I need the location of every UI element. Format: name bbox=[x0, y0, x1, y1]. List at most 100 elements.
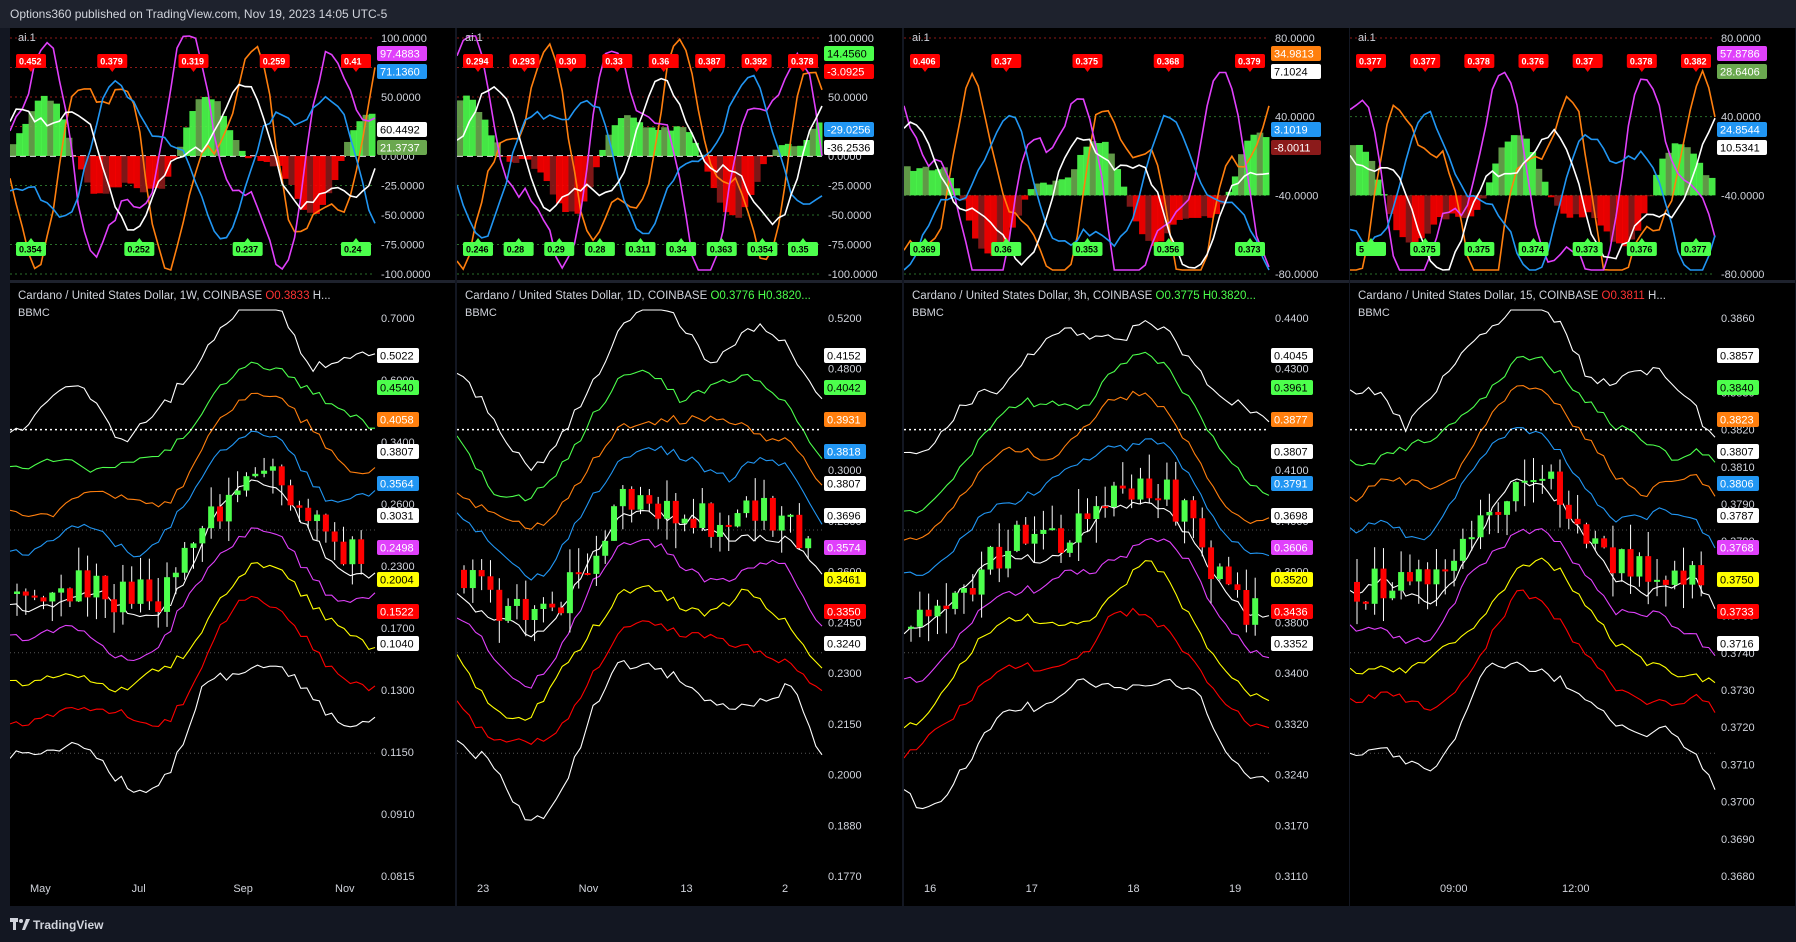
osc-histogram-bar bbox=[972, 195, 979, 239]
chart-panel-1w[interactable]: 100.000075.000050.000025.00000.0000-25.0… bbox=[10, 28, 455, 906]
candle bbox=[531, 605, 538, 642]
band-line bbox=[1350, 589, 1716, 713]
price-value-text: 0.3931 bbox=[827, 415, 861, 427]
pane-separator[interactable] bbox=[457, 280, 902, 283]
price-axis-label: 0.3860 bbox=[1721, 313, 1755, 325]
price-axis-label: 0.1700 bbox=[381, 623, 415, 635]
band-line bbox=[457, 445, 823, 581]
price-value-badge: 0.3240 bbox=[824, 636, 866, 651]
price-value-badge: 0.4540 bbox=[377, 380, 419, 395]
candle bbox=[505, 598, 512, 623]
indicator-label[interactable]: ai.1 bbox=[1358, 32, 1376, 44]
osc-histogram-bar bbox=[146, 156, 153, 189]
pane-separator[interactable] bbox=[1350, 280, 1795, 283]
osc-histogram-bar bbox=[232, 140, 240, 156]
candle bbox=[716, 512, 723, 552]
candle bbox=[1398, 551, 1405, 600]
ohlc-open: O0.3811 bbox=[1601, 290, 1649, 302]
osc-histogram-bar bbox=[729, 156, 736, 216]
pane-separator[interactable] bbox=[904, 280, 1349, 283]
osc-histogram-bar bbox=[1120, 186, 1128, 196]
chart-canvas-1w[interactable]: 100.000075.000050.000025.00000.0000-25.0… bbox=[10, 28, 455, 906]
osc-histogram-bar bbox=[1510, 135, 1518, 196]
candle bbox=[496, 578, 503, 643]
chart-panel-1d[interactable]: 100.000075.000050.000025.00000.0000-25.0… bbox=[457, 28, 902, 906]
chart-panel-15[interactable]: 80.0000 40.0000 -40.0000 -80.0000 0.377 0.377… bbox=[1350, 28, 1795, 906]
chart-canvas-3h[interactable]: 80.0000 40.0000 -40.0000 -80.0000 0.406 0.37 0… bbox=[904, 28, 1349, 906]
osc-histogram-bar bbox=[214, 101, 221, 156]
price-value-badge: 0.3818 bbox=[824, 444, 866, 459]
band-line bbox=[10, 479, 376, 618]
candle bbox=[549, 591, 556, 612]
tradingview-logo-icon[interactable] bbox=[10, 918, 30, 932]
chart-canvas-1d[interactable]: 100.000075.000050.000025.00000.0000-25.0… bbox=[457, 28, 902, 906]
time-axis-label: 23 bbox=[477, 883, 489, 895]
study-label[interactable]: BBMC bbox=[18, 307, 50, 319]
top-signal-text: 0.379 bbox=[1238, 57, 1261, 67]
osc-value-badge: 7.1024 bbox=[1271, 64, 1321, 79]
candle bbox=[637, 486, 644, 515]
symbol-title[interactable]: Cardano / United States Dollar, 1D, COIN… bbox=[465, 290, 811, 302]
osc-value-badge: 24.8544 bbox=[1717, 122, 1767, 137]
candle bbox=[1495, 502, 1502, 534]
indicator-label[interactable]: ai.1 bbox=[912, 32, 930, 44]
price-value-text: 0.3574 bbox=[827, 543, 861, 555]
candle bbox=[725, 515, 732, 551]
price-value-badge: 0.3961 bbox=[1271, 380, 1313, 395]
bottom-signal-text: 0.35 bbox=[791, 245, 809, 255]
top-signal-tag: 0.377 bbox=[1410, 54, 1441, 72]
study-label[interactable]: BBMC bbox=[912, 307, 944, 319]
candle bbox=[1530, 457, 1537, 503]
bottom-signal-tag: 0.354 bbox=[747, 238, 778, 256]
time-axis-label: 09:00 bbox=[1440, 883, 1468, 895]
chart-panel-3h[interactable]: 80.0000 40.0000 -40.0000 -80.0000 0.406 0.37 0… bbox=[904, 28, 1349, 906]
price-value-text: 0.3807 bbox=[827, 479, 861, 491]
candle bbox=[1049, 505, 1056, 531]
candle bbox=[75, 547, 82, 603]
symbol-title[interactable]: Cardano / United States Dollar, 15, COIN… bbox=[1358, 290, 1666, 302]
candle bbox=[663, 480, 670, 540]
candle bbox=[540, 597, 547, 623]
osc-value-text: -8.0011 bbox=[1274, 143, 1311, 155]
symbol-title[interactable]: Cardano / United States Dollar, 3h, COIN… bbox=[912, 290, 1256, 302]
osc-histogram-bar bbox=[183, 127, 190, 156]
bottom-signal-tag: 0.369 bbox=[910, 238, 940, 256]
osc-histogram-bar bbox=[1671, 143, 1679, 196]
symbol-title[interactable]: Cardano / United States Dollar, 1W, COIN… bbox=[18, 290, 331, 302]
candle bbox=[1216, 563, 1223, 581]
study-label[interactable]: BBMC bbox=[465, 307, 497, 319]
indicator-label[interactable]: ai.1 bbox=[18, 32, 36, 44]
indicator-label[interactable]: ai.1 bbox=[465, 32, 483, 44]
osc-line bbox=[457, 74, 823, 239]
time-axis-label: 12:00 bbox=[1562, 883, 1590, 895]
osc-histogram-bar bbox=[1145, 195, 1152, 241]
candle bbox=[243, 472, 250, 497]
osc-histogram-bar bbox=[10, 144, 17, 156]
osc-value-badge: 60.4492 bbox=[377, 122, 427, 137]
top-signal-text: 0.30 bbox=[559, 57, 577, 67]
osc-axis-label: -80.0000 bbox=[1721, 269, 1764, 281]
band-line bbox=[457, 620, 823, 745]
candle bbox=[14, 583, 20, 616]
chart-canvas-15[interactable]: 80.0000 40.0000 -40.0000 -80.0000 0.377 0.377… bbox=[1350, 28, 1795, 906]
footer-logo-text[interactable]: TradingView bbox=[33, 918, 104, 932]
osc-histogram-bar bbox=[685, 132, 693, 156]
osc-histogram-bar bbox=[667, 130, 675, 156]
osc-histogram-bar bbox=[797, 145, 804, 156]
candle bbox=[252, 467, 259, 478]
pane-separator[interactable] bbox=[10, 280, 455, 283]
candle bbox=[1146, 454, 1153, 504]
price-value-badge: 0.3807 bbox=[1271, 444, 1313, 459]
osc-histogram-bar bbox=[65, 137, 73, 156]
osc-histogram-bar bbox=[760, 156, 767, 165]
osc-histogram-bar bbox=[1560, 195, 1568, 214]
price-value-badge: 0.3877 bbox=[1271, 412, 1313, 427]
publish-header: Options360 published on TradingView.com,… bbox=[0, 0, 1796, 28]
bottom-signal-text: 0.376 bbox=[1630, 245, 1653, 255]
candle bbox=[996, 523, 1003, 583]
study-label[interactable]: BBMC bbox=[1358, 307, 1390, 319]
osc-value-text: 24.8544 bbox=[1720, 125, 1760, 137]
symbol-name: Cardano / United States Dollar, 3h, COIN… bbox=[912, 290, 1156, 302]
osc-histogram-bar bbox=[568, 156, 576, 212]
osc-histogram-bar bbox=[170, 156, 178, 159]
